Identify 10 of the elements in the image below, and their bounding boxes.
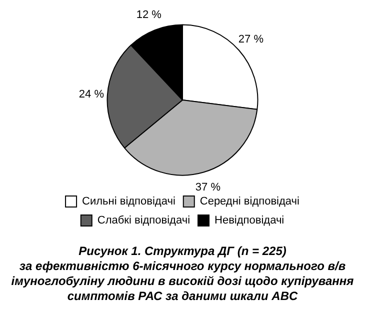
data-label: 37 % [195,182,221,194]
legend-label: Сильні відповідачі [82,196,176,208]
data-label: 27 % [238,34,264,46]
text: Рисунок 1. Структура ДГ (n = 225) [78,244,288,259]
legend-label: Слабкі відповідачі [97,214,190,227]
legend-label: Середні відповідачі [200,196,300,208]
data-label: 12 % [136,9,162,22]
legend-label: Невідповідачі [214,214,284,227]
data-label: 24 % [78,88,104,100]
text: за ефективністю 6-місячного курсу нормального в/в імуноглобуліну людини в високій дозі щодо купірування симптомів РАС за даними шкали ABC [10,259,355,304]
